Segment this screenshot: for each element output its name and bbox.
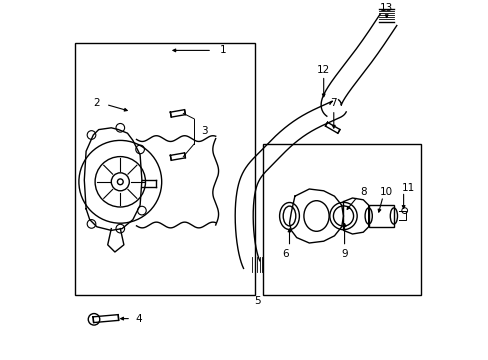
Text: 3: 3 <box>201 126 208 136</box>
Bar <box>368 205 393 227</box>
Bar <box>75 43 255 295</box>
Text: 11: 11 <box>401 183 414 193</box>
Text: 2: 2 <box>93 98 100 108</box>
Text: 6: 6 <box>282 249 288 259</box>
Bar <box>262 144 420 295</box>
Text: 7: 7 <box>330 98 336 108</box>
Text: 1: 1 <box>219 45 226 55</box>
Text: 4: 4 <box>135 314 142 324</box>
Text: 13: 13 <box>379 3 392 13</box>
Text: 12: 12 <box>316 65 330 75</box>
Text: 5: 5 <box>253 296 260 306</box>
Text: 9: 9 <box>341 249 347 259</box>
Text: 10: 10 <box>379 186 392 197</box>
Text: 8: 8 <box>359 187 366 197</box>
